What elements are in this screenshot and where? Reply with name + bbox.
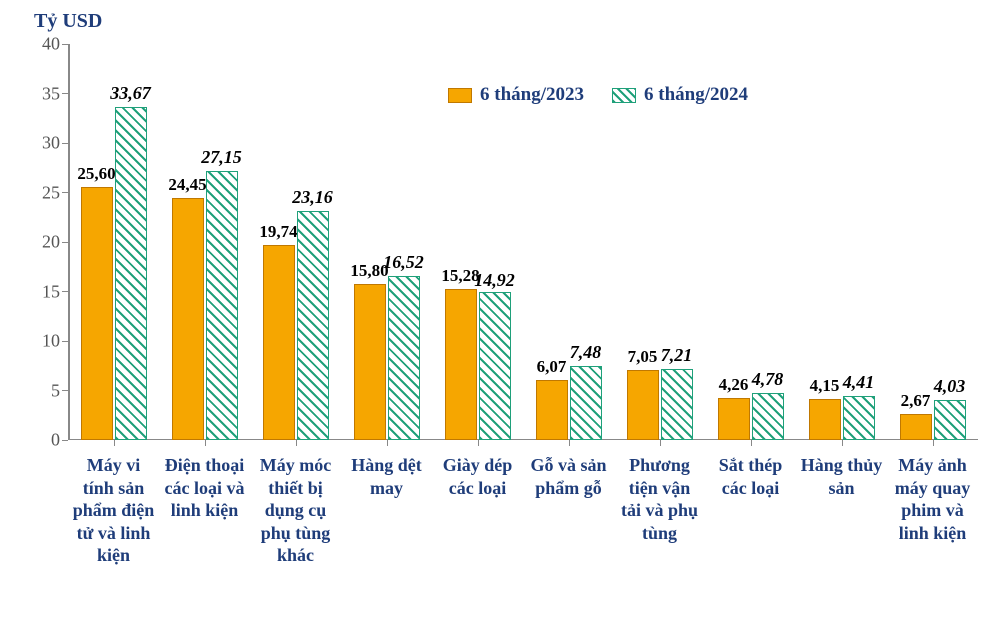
bar-value-label: 16,52 xyxy=(383,252,424,277)
bar-2023: 19,74 xyxy=(263,245,295,440)
bar-value-label: 14,92 xyxy=(474,270,515,293)
y-tick-label: 10 xyxy=(42,331,68,352)
bar-2024: 4,78 xyxy=(752,393,784,440)
bar-2023: 4,15 xyxy=(809,399,841,440)
x-category-label: Máy vi tính sản phẩm điện tử và linh kiệ… xyxy=(72,440,155,567)
x-category-label: Hàng thủy sản xyxy=(800,440,883,499)
y-tick-label: 35 xyxy=(42,83,68,104)
bar-2023: 6,07 xyxy=(536,380,568,440)
bar-value-label: 4,15 xyxy=(810,376,840,400)
y-axis-line xyxy=(68,44,70,440)
bar-value-label: 33,67 xyxy=(110,83,151,108)
bar-2023: 2,67 xyxy=(900,414,932,440)
bar-2023: 15,80 xyxy=(354,284,386,440)
bar-group: 4,154,41 xyxy=(808,396,876,440)
y-tick-label: 40 xyxy=(42,34,68,55)
bar-2023: 25,60 xyxy=(81,187,113,440)
bar-2024: 23,16 xyxy=(297,211,329,440)
y-tick-label: 20 xyxy=(42,232,68,253)
bar-value-label: 7,48 xyxy=(570,342,602,367)
y-tick-label: 5 xyxy=(51,380,68,401)
bar-value-label: 4,41 xyxy=(843,372,875,397)
chart-container: Tỷ USD 6 tháng/2023 6 tháng/2024 0510152… xyxy=(0,0,1000,630)
y-tick-label: 25 xyxy=(42,182,68,203)
bar-value-label: 4,78 xyxy=(752,369,784,394)
bar-value-label: 7,21 xyxy=(661,345,693,370)
bar-group: 6,077,48 xyxy=(535,366,603,440)
x-category-label: Gỗ và sản phẩm gỗ xyxy=(527,440,610,499)
y-tick-label: 0 xyxy=(51,430,68,451)
bar-value-label: 2,67 xyxy=(901,391,931,415)
bar-2023: 24,45 xyxy=(172,198,204,440)
plot-area: 051015202530354025,6033,67Máy vi tính sả… xyxy=(68,44,978,440)
bar-2024: 33,67 xyxy=(115,107,147,440)
bar-group: 4,264,78 xyxy=(717,393,785,440)
x-category-label: Điện thoại các loại và linh kiện xyxy=(163,440,246,522)
x-category-label: Máy móc thiết bị dụng cụ phụ tùng khác xyxy=(254,440,337,567)
bar-value-label: 25,60 xyxy=(77,164,115,188)
bar-2023: 4,26 xyxy=(718,398,750,440)
bar-2024: 27,15 xyxy=(206,171,238,440)
bar-value-label: 27,15 xyxy=(201,147,242,172)
bar-group: 2,674,03 xyxy=(899,400,967,440)
x-category-label: Máy ảnh máy quay phim và linh kiện xyxy=(891,440,974,544)
bar-value-label: 24,45 xyxy=(168,175,206,199)
x-category-label: Hàng dệt may xyxy=(345,440,428,499)
x-category-label: Phương tiện vận tải và phụ tùng xyxy=(618,440,701,544)
bar-value-label: 23,16 xyxy=(292,187,333,212)
bar-value-label: 4,03 xyxy=(934,376,966,401)
bar-value-label: 6,07 xyxy=(537,357,567,381)
bar-value-label: 4,26 xyxy=(719,375,749,399)
bar-2024: 4,41 xyxy=(843,396,875,440)
y-tick-label: 15 xyxy=(42,281,68,302)
bar-2024: 7,21 xyxy=(661,369,693,440)
bar-2023: 7,05 xyxy=(627,370,659,440)
bar-value-label: 19,74 xyxy=(259,222,297,246)
bar-2024: 4,03 xyxy=(934,400,966,440)
bar-2024: 7,48 xyxy=(570,366,602,440)
bar-value-label: 7,05 xyxy=(628,347,658,371)
x-category-label: Giày dép các loại xyxy=(436,440,519,499)
bar-group: 19,7423,16 xyxy=(262,211,330,440)
bar-2024: 14,92 xyxy=(479,292,511,440)
x-category-label: Sắt thép các loại xyxy=(709,440,792,499)
bar-group: 7,057,21 xyxy=(626,369,694,440)
bar-group: 15,8016,52 xyxy=(353,276,421,440)
bar-group: 15,2814,92 xyxy=(444,289,512,440)
y-axis-title: Tỷ USD xyxy=(34,10,102,33)
bar-2023: 15,28 xyxy=(445,289,477,440)
bar-2024: 16,52 xyxy=(388,276,420,440)
bar-group: 24,4527,15 xyxy=(171,171,239,440)
y-tick-label: 30 xyxy=(42,133,68,154)
bar-group: 25,6033,67 xyxy=(80,107,148,440)
